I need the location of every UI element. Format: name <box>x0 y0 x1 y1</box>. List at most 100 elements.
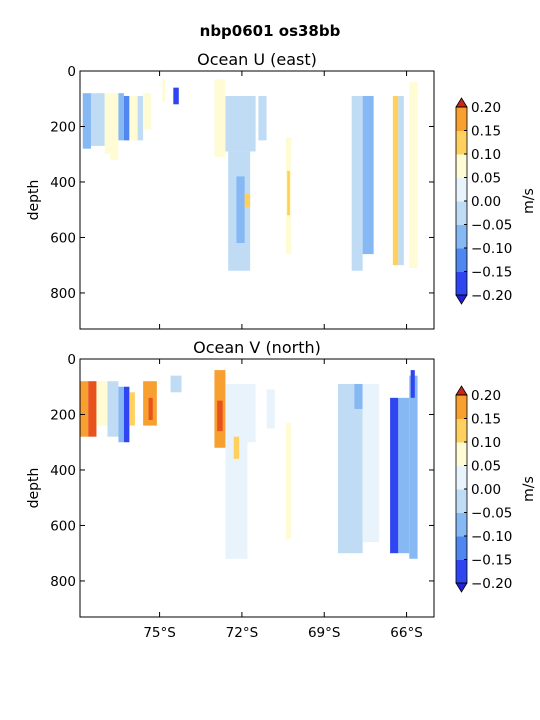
panels-group: Ocean U (east)0200400600800depth−0.20−0.… <box>26 50 537 641</box>
heatmap-cell-23 <box>409 82 418 268</box>
heatmap-cell-1 <box>90 93 105 146</box>
colorbar-tick-label: 0.05 <box>471 459 501 475</box>
colorbar-tick-label: 0.20 <box>471 388 501 404</box>
colorbar-segment <box>456 271 467 296</box>
heatmap-cell-18 <box>337 383 363 554</box>
colorbar-tick-label: 0.10 <box>471 147 501 163</box>
y-tick-label: 200 <box>50 119 76 135</box>
heatmap-cell-5 <box>123 95 130 141</box>
heatmap-cell-4 <box>118 93 124 141</box>
heatmap-cell-24 <box>410 370 415 398</box>
colorbar-tick-label: −0.05 <box>471 506 512 522</box>
x-tick-label: 72°S <box>226 625 259 641</box>
colorbar-tick-label: −0.05 <box>471 218 512 234</box>
heatmap-cell-1 <box>88 381 97 437</box>
colorbar-tick-label: 0.15 <box>471 124 501 140</box>
panel-title: Ocean U (east) <box>197 50 317 69</box>
heatmap-cell-14 <box>225 436 248 559</box>
colorbar-segment <box>456 559 467 584</box>
axes-frame <box>79 358 435 618</box>
colorbar-extend-min <box>455 582 468 593</box>
heatmap-cell-19 <box>354 383 363 409</box>
heatmap-cell-4 <box>118 386 124 443</box>
colorbar-tick-label: −0.10 <box>471 529 512 545</box>
heatmap-cell-16 <box>266 389 275 429</box>
heatmap-cell-22 <box>398 397 410 554</box>
x-tick-label: 69°S <box>308 625 341 641</box>
colorbar-tick-label: 0.10 <box>471 435 501 451</box>
colorbar-segment <box>456 248 467 272</box>
colorbar-tick-label: −0.15 <box>471 553 512 569</box>
heatmap-cell-11 <box>214 79 226 157</box>
panel-title: Ocean V (north) <box>193 338 321 357</box>
colorbar-extend-max <box>455 385 468 396</box>
colorbar-tick-label: 0.00 <box>471 482 501 498</box>
heatmap-cell-14 <box>236 176 245 243</box>
colorbar-segment <box>456 201 467 225</box>
colorbar-segment <box>456 395 467 419</box>
axes-frame <box>79 70 435 330</box>
heatmap-cell-9 <box>162 79 166 102</box>
heatmap-cell-16 <box>258 95 267 141</box>
heatmap-cell-3 <box>110 93 119 160</box>
figure-suptitle: nbp0601 os38bb <box>200 22 341 40</box>
heatmap-cell-6 <box>129 95 138 141</box>
colorbar-tick-label: −0.10 <box>471 241 512 257</box>
colorbar-tick-label: 0.00 <box>471 194 501 210</box>
x-tick-label: 66°S <box>390 625 423 641</box>
heatmap-cell-5 <box>123 386 130 443</box>
colorbar-segment <box>456 418 467 443</box>
colorbar-tick-label: −0.20 <box>471 576 512 592</box>
colorbar-segment <box>456 489 467 513</box>
heatmap-cell-0 <box>82 93 91 149</box>
y-tick-label: 800 <box>50 286 76 302</box>
heatmap-cell-20 <box>362 383 380 543</box>
heatmap-cells <box>82 79 418 271</box>
heatmap-cell-22 <box>398 95 404 266</box>
heatmap-cell-8 <box>143 93 152 130</box>
colorbar-segment <box>456 107 467 131</box>
colorbar-tick-label: −0.20 <box>471 288 512 304</box>
colorbar-tick-label: 0.15 <box>471 412 501 428</box>
y-tick-label: 600 <box>50 518 76 534</box>
heatmap-cell-18 <box>287 170 290 216</box>
y-tick-label: 400 <box>50 463 76 479</box>
heatmap-cell-12 <box>225 95 256 152</box>
heatmap-cell-15 <box>244 193 251 207</box>
y-tick-label: 200 <box>50 407 76 423</box>
heatmap-cell-23 <box>409 375 418 559</box>
heatmap-cell-8 <box>148 397 153 421</box>
y-axis-label: depth <box>26 468 42 509</box>
panel-2: Ocean V (north) 0 200 400 600 800 75°S 72°S 69°S… <box>26 338 537 641</box>
colorbar-segment <box>456 536 467 560</box>
colorbar: −0.20 −0.15 −0.10 −0.05 0.00 0.05 0.10 0.15 0.20… <box>455 385 537 593</box>
heatmap-cell-21 <box>390 397 399 554</box>
colorbar-segment <box>456 177 467 202</box>
colorbar-segment <box>456 154 467 178</box>
colorbar-extend-max <box>455 97 468 108</box>
colorbar-segment <box>456 465 467 490</box>
heatmap-cell-12 <box>225 383 237 451</box>
colorbar: −0.20 −0.15 −0.10 −0.05 0.00 0.05 0.10 0.15 0.20… <box>455 97 537 305</box>
panel-1: Ocean U (east)0200400600800depth−0.20−0.… <box>26 50 537 330</box>
colorbar-label: m/s <box>521 476 537 502</box>
heatmap-cell-21 <box>392 95 399 266</box>
heatmap-cell-10 <box>173 87 179 105</box>
colorbar-tick-label: −0.15 <box>471 265 512 281</box>
colorbar-segment <box>456 442 467 466</box>
y-tick-label: 800 <box>50 574 76 590</box>
y-tick-label: 600 <box>50 230 76 246</box>
colorbar-extend-min <box>455 294 468 305</box>
heatmap-cell-2 <box>104 93 111 155</box>
heatmap-cell-17 <box>285 422 292 540</box>
colorbar-segment <box>456 224 467 249</box>
heatmap-cell-3 <box>107 381 119 437</box>
heatmap-cells <box>80 370 418 559</box>
x-tick-label: 75°S <box>143 625 176 641</box>
colorbar-segment <box>456 512 467 537</box>
y-axis-label: depth <box>26 180 42 221</box>
colorbar-tick-label: 0.20 <box>471 100 501 116</box>
heatmap-cell-0 <box>80 381 89 437</box>
y-tick-label: 0 <box>67 352 76 368</box>
heatmap-cell-7 <box>137 95 144 141</box>
